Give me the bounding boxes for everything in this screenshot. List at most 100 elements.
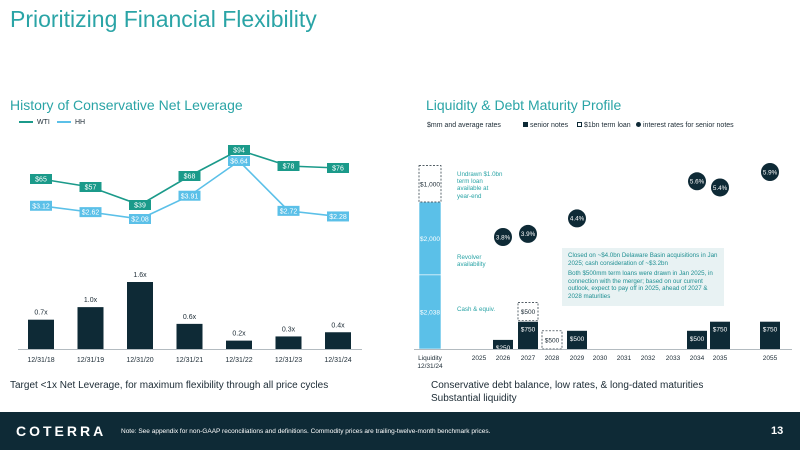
leverage-bar [275,336,302,349]
wti-value-label: $68 [184,174,196,181]
legend-wti-swatch [19,121,33,124]
legend-hh-swatch [57,121,71,124]
senior-note-bar [493,339,513,349]
senior-note-label: $250 [496,345,511,352]
footer-bar [0,412,800,450]
hh-label-box [228,156,250,166]
senior-note-bar [687,330,707,349]
rate-bubble [568,209,586,228]
legend-senior-notes: senior notes [523,122,568,129]
legend-term-loan: $1bn term loan [577,122,631,129]
term-loan-bar [541,330,563,350]
wti-label-box [79,182,102,192]
rate-bubble-label: 5.4% [713,185,728,192]
maturity-tick-label: 2034 [690,355,705,362]
leverage-bar [127,282,153,349]
units-label: $mm and average rates [427,122,501,129]
hh-label-box [277,205,300,216]
legend-senior-swatch [523,122,528,127]
leverage-bar-label: 1.6x [133,272,147,279]
rate-bubble [761,163,779,181]
annotation-cash: Cash & equiv. [457,306,496,313]
leverage-tick-label: 12/31/22 [225,357,252,364]
term-loan-label: $500 [521,309,536,316]
maturity-chart: $2,038 $2,000 $1,000 $250 $750 $500 $500 $750 $7… [414,163,792,370]
senior-note-bar [567,330,587,349]
maturity-tick-label: 2031 [617,355,632,362]
hh-value-label: $6.64 [230,159,248,166]
leverage-bar [226,340,252,349]
rate-bubble-label: 3.8% [496,234,511,241]
rate-bubble [711,178,729,197]
hh-value-label: $2.08 [131,217,149,224]
wti-label-box [277,161,300,171]
wti-label-box [129,200,151,210]
maturity-tick-label: 2035 [713,355,728,362]
leverage-bar-label: 0.2x [232,331,246,338]
leverage-bars: 0.7x 1.0x 1.6x 0.6x 0.2x 0.3x 0.4x [28,272,351,349]
leverage-subtitle: History of Conservative Net Leverage [10,97,243,113]
liquidity-subtitle: Liquidity & Debt Maturity Profile [426,97,622,113]
hh-label-box [79,207,102,218]
hh-label-box [129,214,151,224]
wti-value-label: $76 [332,166,344,173]
leverage-bar-label: 0.4x [331,322,345,329]
footer-note: Note: See appendix for non-GAAP reconcil… [121,428,491,435]
liquidity-segment [418,165,442,203]
legend-term-swatch [577,122,582,127]
leverage-tick-label: 12/31/20 [126,357,153,364]
price-lines: $65 $57 $39 $68 $94 $78 $76 $3.12 $2.62 $2.08 $3.9… [30,145,349,224]
leverage-tick-label: 12/31/18 [27,357,54,364]
legend-wti-label: WTI [37,119,50,126]
senior-note-label: $750 [763,327,778,334]
maturity-tick-label: 2028 [545,355,560,362]
maturity-tick-label: 2055 [763,355,778,362]
company-logo: COTERRA [16,423,107,439]
senior-note-bar [760,321,780,349]
senior-note-label: $500 [690,336,705,343]
liquidity-segment-label: $2,000 [420,236,440,243]
annotation-revolver: Revolver availability [457,254,486,269]
wti-value-label: $57 [85,185,97,192]
wti-value-label: $65 [35,177,47,184]
legend-rates: interest rates for senior notes [636,122,734,129]
wti-value-label: $39 [134,203,146,210]
leverage-tick-label: 12/31/24 [324,357,351,364]
senior-note-bar [518,321,538,349]
rate-bubble-label: 3.9% [521,231,536,238]
leverage-bar-label: 1.0x [84,297,98,304]
page-number: 13 [771,425,784,437]
annotation-undrawn: Undrawn $1.0bn term loan available at ye… [457,171,503,200]
rate-bubble-label: 5.6% [690,179,705,186]
wti-label-box [327,163,349,173]
slide-title: Prioritizing Financial Flexibility [10,6,317,32]
senior-note-label: $750 [713,327,728,334]
maturity-tick-label-line2: 12/31/24 [417,363,443,370]
wti-label-box [228,145,250,155]
maturity-tick-label: 2026 [496,355,511,362]
leverage-tick-label: 12/31/21 [176,357,203,364]
callout-line-1: Closed on ~$4.0bn Delaware Basin acquisi… [568,252,718,267]
hh-value-label: $2.62 [82,210,100,217]
leverage-axis: 12/31/18 12/31/19 12/31/20 12/31/21 12/31/22… [18,349,362,364]
leverage-bar [28,319,54,349]
maturity-marks: $2,038 $2,000 $1,000 $250 $750 $500 $500 $750 $7… [414,163,792,370]
senior-note-label: $750 [521,327,536,334]
callout-line-2: Both $500mm term loans were drawn in Jan… [568,270,713,300]
maturity-footnote-2: Substantial liquidity [431,393,517,404]
leverage-bar [176,323,203,349]
term-loan-label: $500 [545,337,560,344]
wti-label-box [178,171,201,181]
hh-value-label: $3.91 [181,193,199,200]
hh-value-label: $2.28 [329,214,347,221]
hh-value-label: $3.12 [32,203,50,210]
legend-term-label: $1bn term loan [584,122,631,129]
maturity-tick-label: 2033 [666,355,681,362]
maturity-tick-label: 2025 [472,355,487,362]
rate-bubble [688,172,706,191]
leverage-footnote: Target <1x Net Leverage, for maximum fle… [10,380,329,391]
leverage-bar-label: 0.7x [34,310,48,317]
liquidity-segment-label: $2,038 [420,309,440,316]
leverage-bar [77,307,104,349]
wti-value-label: $78 [283,164,295,171]
